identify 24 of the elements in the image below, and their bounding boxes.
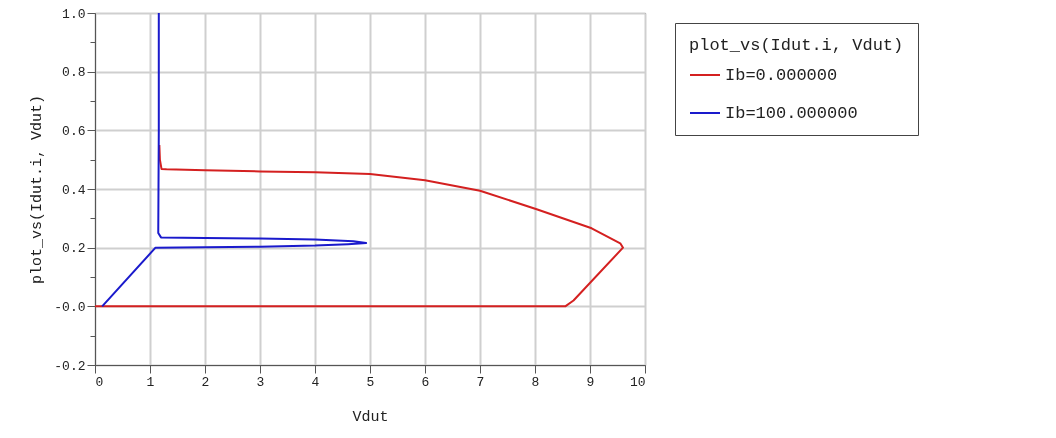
x-tick-label: 0	[95, 374, 104, 390]
y-tick-label: 0.6	[62, 123, 86, 139]
x-tick-label: 9	[586, 374, 595, 390]
x-tick-label: 10	[629, 374, 646, 390]
x-tick-label: 1	[146, 374, 155, 390]
y-tick-label: 0.4	[62, 182, 86, 198]
x-axis-title: Vdut	[352, 408, 389, 426]
x-tick-label: 8	[531, 374, 540, 390]
y-tick-label: 1.0	[62, 6, 86, 22]
legend-label: Ib=100.000000	[725, 104, 858, 123]
x-tick-label: 2	[201, 374, 210, 390]
x-tick-label: 6	[421, 374, 430, 390]
x-tick-label: 5	[366, 374, 375, 390]
y-tick-label: 0.2	[62, 241, 86, 257]
y-tick-label: 0.8	[62, 65, 86, 81]
legend-label: Ib=0.000000	[725, 66, 838, 85]
x-tick-label: 7	[476, 374, 485, 390]
line-series	[101, 13, 368, 308]
y-tick-label: -0.2	[54, 358, 86, 374]
x-tick-label: 3	[256, 374, 265, 390]
y-tick-label: -0.0	[54, 299, 86, 315]
y-axis-title: plot_vs(Idut.i, Vdut)	[29, 94, 47, 285]
x-tick-label: 4	[311, 374, 320, 390]
legend-title: plot_vs(Idut.i, Vdut)	[689, 36, 904, 55]
